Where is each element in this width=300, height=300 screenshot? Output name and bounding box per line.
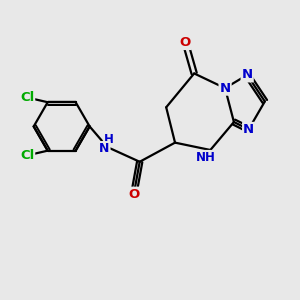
Text: N: N [220, 82, 231, 95]
Text: Cl: Cl [20, 91, 34, 104]
Text: NH: NH [196, 151, 216, 164]
Text: O: O [128, 188, 140, 201]
Text: O: O [180, 36, 191, 49]
Text: H: H [104, 133, 114, 146]
Text: Cl: Cl [20, 148, 34, 162]
Text: N: N [242, 68, 253, 81]
Text: N: N [99, 142, 110, 155]
Text: N: N [243, 123, 254, 136]
